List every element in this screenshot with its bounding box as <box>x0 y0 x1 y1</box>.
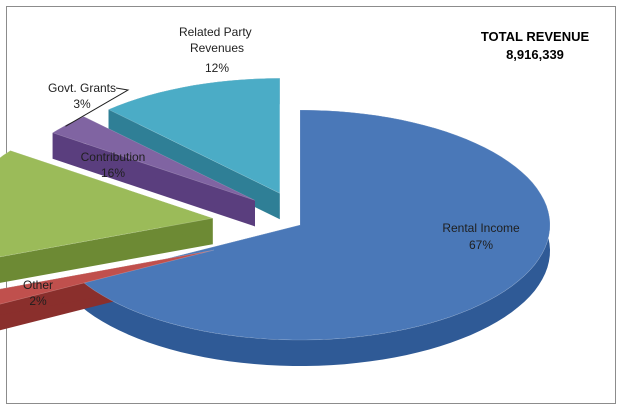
value-govt-grants: 3% <box>73 97 91 111</box>
slice-cut-govt-grants-0 <box>52 132 256 227</box>
slice-related-party-revenues <box>107 77 281 194</box>
slice-govt-grants <box>51 116 256 201</box>
leader-line-govt-grants <box>65 87 130 127</box>
label-related-party-line1: Related Party <box>179 25 252 39</box>
label-contribution: Contribution <box>81 150 146 164</box>
slice-rental-income <box>80 109 551 341</box>
leader-lines <box>65 87 130 127</box>
value-other: 2% <box>29 294 47 308</box>
value-contribution: 16% <box>101 166 125 180</box>
label-other: Other <box>23 278 53 292</box>
label-related-party-line2: Revenues <box>190 41 244 55</box>
slice-cut-contribution-0 <box>0 218 213 283</box>
label-govt-grants: Govt. Grants <box>48 81 116 95</box>
chart-subtitle-total: 8,916,339 <box>506 47 564 62</box>
slice-other <box>0 249 215 305</box>
label-rental-income: Rental Income <box>442 221 520 235</box>
value-rental-income: 67% <box>469 238 493 252</box>
slice-contribution <box>0 150 213 258</box>
chart-title: TOTAL REVENUE <box>481 29 590 44</box>
label-related-party: Related Party Revenues <box>179 25 255 55</box>
value-related-party: 12% <box>205 61 229 75</box>
pie-slice-tops <box>0 77 551 341</box>
